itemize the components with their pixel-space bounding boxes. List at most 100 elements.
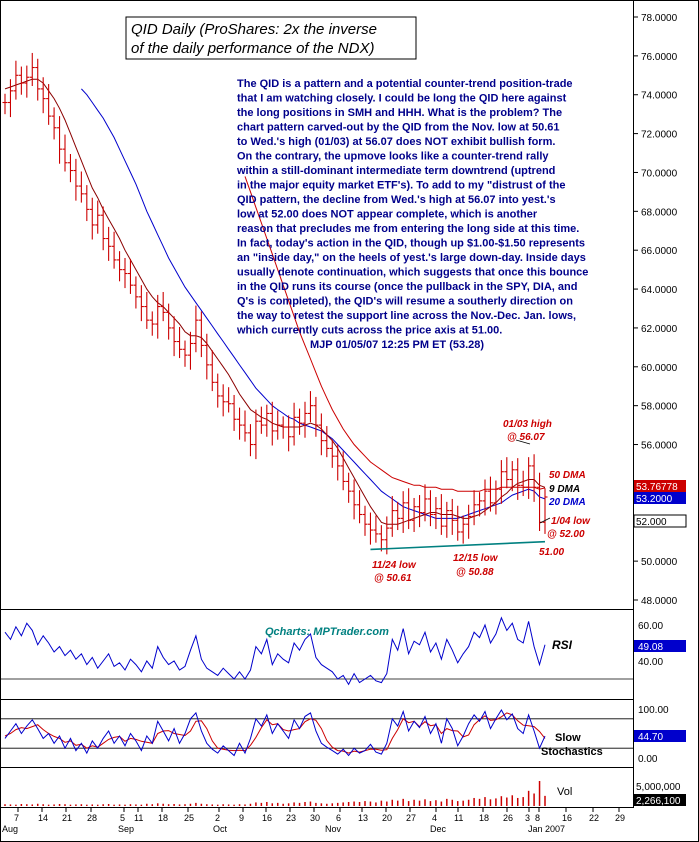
stoch-label-1: Slow <box>555 732 581 744</box>
x-month-label: Jan 2007 <box>528 824 565 834</box>
x-tick-label: 13 <box>358 813 368 823</box>
x-tick-label: 22 <box>589 813 599 823</box>
commentary-line: in the major equity market ETF's). To ad… <box>237 180 566 192</box>
price-y-tick-label: 76.0000 <box>641 52 678 63</box>
commentary-line: The QID is a pattern and a potential cou… <box>237 78 573 90</box>
x-tick-label: 27 <box>406 813 416 823</box>
price-y-tick-label: 56.0000 <box>641 441 678 452</box>
x-tick-label: 18 <box>479 813 489 823</box>
x-axis: 7 14 21 28 5 11 18 25 2 9 16 23 30 6 13 20 27 4 11 18 26 3 8 16… <box>2 807 625 834</box>
rsi-label: RSI <box>552 638 573 652</box>
x-tick-label: 23 <box>286 813 296 823</box>
commentary-line: to Wed.'s high (01/03) at 56.07 does NOT… <box>237 136 555 148</box>
commentary-line: MJP 01/05/07 12:25 PM ET (53.28) <box>310 339 484 351</box>
stochastic-lines <box>0 709 633 757</box>
price-y-tick-label: 62.0000 <box>641 324 678 335</box>
dma20-line <box>81 88 546 519</box>
x-tick-label: 18 <box>158 813 168 823</box>
last-price-tag-20dma <box>634 492 686 504</box>
rsi-last-value: 49.08 <box>638 642 663 653</box>
price-y-tick-label: 70.0000 <box>641 168 678 179</box>
commentary-line: in the QID runs its course (once the pul… <box>237 281 577 293</box>
stoch-d-polyline <box>4 712 546 754</box>
dma9-polyline <box>4 78 546 525</box>
x-tick-label: 16 <box>262 813 272 823</box>
title-box <box>125 16 417 60</box>
commentary-line: within a still-dominant intermediate ter… <box>236 165 555 177</box>
rsi-line <box>0 616 633 686</box>
watermark: Qcharts: MPTrader.com <box>265 626 389 638</box>
price-y-tick-label: 64.0000 <box>641 285 678 296</box>
commentary-line: the way to retest the support line acros… <box>237 310 576 322</box>
commentary-line: chart pattern carved-out by the QID from… <box>237 122 560 134</box>
x-tick-label: 28 <box>87 813 97 823</box>
x-tick-label: 7 <box>14 813 19 823</box>
x-tick-label: 6 <box>336 813 341 823</box>
x-tick-label: 5 <box>120 813 125 823</box>
volume-bars <box>4 781 546 806</box>
x-tick-label: 29 <box>615 813 625 823</box>
volume-label: Vol <box>557 786 572 798</box>
x-tick-label: 30 <box>310 813 320 823</box>
x-tick-label: 14 <box>38 813 48 823</box>
stoch-last-tag <box>634 730 686 742</box>
commentary-line: In fact, today's action in the QID, thou… <box>237 238 585 250</box>
price-bars <box>2 52 548 555</box>
rsi-tick-60: 60.00 <box>638 621 663 632</box>
price-y-tick-label: 66.0000 <box>641 246 678 257</box>
last-price-tag-text: 52.000 <box>636 517 667 528</box>
x-tick-label: 9 <box>239 813 244 823</box>
rsi-tick-40: 40.00 <box>638 657 663 668</box>
x-month-label: Dec <box>430 824 447 834</box>
dma9-legend: 9 DMA <box>549 484 580 495</box>
high-annotation-line-1: 01/03 high <box>503 419 552 430</box>
price-y-tick-label: 50.0000 <box>641 557 678 568</box>
x-tick-label: 8 <box>535 813 540 823</box>
volume-last-tag <box>634 794 686 806</box>
commentary-line: low at 52.00 does NOT appear complete, w… <box>237 209 538 221</box>
stoch-k-polyline <box>4 709 546 757</box>
x-tick-label: 21 <box>62 813 72 823</box>
volume-last-value: 2,266,100 <box>636 796 681 807</box>
dma50-legend: 50 DMA <box>549 470 586 481</box>
x-tick-label: 3 <box>525 813 530 823</box>
rsi-polyline <box>4 616 546 686</box>
commentary-line: reason that precludes me from entering t… <box>237 223 579 235</box>
price-y-tick-label: 72.0000 <box>641 130 678 141</box>
jan-low-annotation-line-2: @ 52.00 <box>547 529 585 540</box>
jan-low-annotation-line-1: 1/04 low <box>551 516 591 527</box>
jan-low-annotation-pointer <box>539 517 551 524</box>
commentary-line: which currently cuts across the price ax… <box>236 325 502 337</box>
price-y-tick-label: 78.0000 <box>641 13 678 24</box>
dma20-legend: 20 DMA <box>548 497 586 508</box>
dma50-polyline <box>244 176 546 492</box>
dma50-line <box>244 176 546 492</box>
x-month-label: Nov <box>325 824 342 834</box>
support-level-annotation: 51.00 <box>539 547 564 558</box>
commentary-line: On the contrary, the upmove looks like a… <box>237 151 549 163</box>
stoch-label-2: Stochastics <box>541 746 603 758</box>
support-line <box>370 540 546 551</box>
last-price-tag-20dma-text: 53.2000 <box>636 494 673 505</box>
high-annotation-pointer <box>515 439 531 445</box>
price-y-tick-label: 68.0000 <box>641 207 678 218</box>
rsi-last-tag <box>634 640 686 652</box>
stoch-last-value: 44.70 <box>638 732 663 743</box>
title-line-2: of the daily performance of the NDX) <box>131 40 374 57</box>
commentary-line: Q's is completed), the QID's will resume… <box>237 296 573 308</box>
stoch-tick-100: 100.00 <box>638 705 669 716</box>
last-price-tag-50dma <box>634 480 686 492</box>
x-tick-label: 16 <box>562 813 572 823</box>
rsi-panel <box>0 609 634 700</box>
dma9-line <box>4 78 546 525</box>
dma20-polyline <box>81 88 546 519</box>
x-month-label: Oct <box>213 824 228 834</box>
x-tick-label: 11 <box>454 813 463 823</box>
last-price-tag-50dma-text: 53.76778 <box>636 482 678 493</box>
commentary-line: the long positions in SMH and HHH. What … <box>237 107 562 119</box>
price-panel <box>0 0 634 610</box>
commentary-line: usually denote continuation, which sugge… <box>237 267 588 279</box>
x-tick-label: 20 <box>382 813 392 823</box>
dec-low-annotation-line-1: 12/15 low <box>453 553 499 564</box>
